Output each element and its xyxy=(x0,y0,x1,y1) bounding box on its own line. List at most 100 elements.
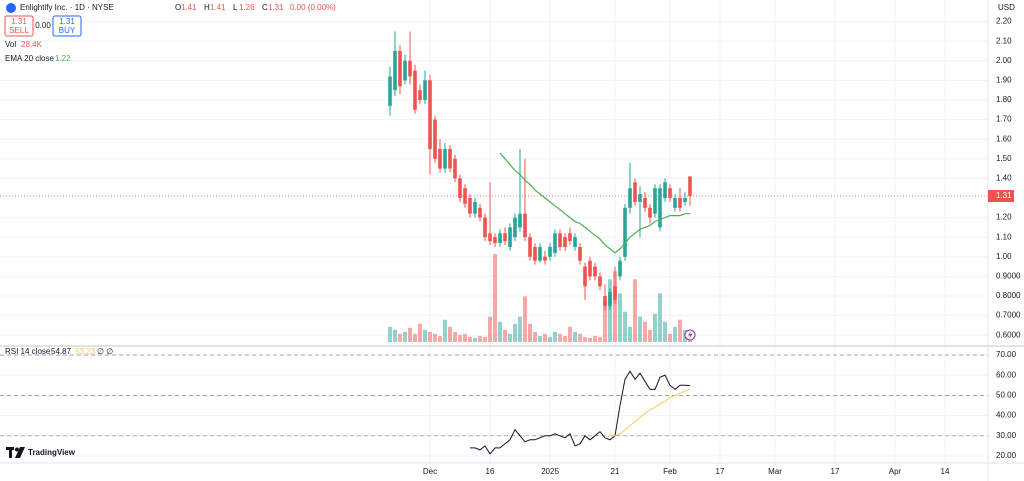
volume-bar xyxy=(548,336,552,342)
x-tick-label: 17 xyxy=(716,467,725,476)
volume-bar xyxy=(438,335,442,342)
brand-logo[interactable]: TradingView xyxy=(6,447,76,458)
volume-bar xyxy=(528,323,532,342)
volume-bar xyxy=(503,329,507,342)
candle-body xyxy=(558,233,562,247)
candle-body xyxy=(623,207,627,257)
volume-bar xyxy=(418,323,422,342)
y-tick-label: 2.20 xyxy=(996,17,1012,26)
volume-bar xyxy=(403,331,407,342)
volume-bar xyxy=(533,331,537,342)
sell-price[interactable]: 1.31 xyxy=(11,17,27,26)
candle-body xyxy=(448,148,452,169)
y-tick-label: 1.50 xyxy=(996,154,1012,163)
candle-body xyxy=(473,201,477,214)
volume-bar xyxy=(613,271,617,342)
y-tick-label: 70.00 xyxy=(996,350,1017,359)
volume-bar xyxy=(458,334,462,342)
volume-bar xyxy=(523,296,527,342)
y-tick-label: 0.7000 xyxy=(996,311,1021,320)
y-tick-label: 30.00 xyxy=(996,431,1017,440)
volume-bar xyxy=(508,333,512,342)
candle-body xyxy=(573,237,577,247)
x-tick-label: Dec xyxy=(423,467,437,476)
volume-bar xyxy=(518,316,522,342)
candle-body xyxy=(678,197,682,208)
rsi-legend: RSI 14 close xyxy=(5,347,51,356)
y-tick-label: 40.00 xyxy=(996,411,1017,420)
symbol-logo[interactable] xyxy=(6,3,16,13)
candle-body xyxy=(478,207,482,218)
x-tick-label: 2025 xyxy=(541,467,559,476)
sell-label[interactable]: SELL xyxy=(9,26,29,35)
ohlc-value: 1.31 xyxy=(268,3,284,12)
y-tick-label: 1.70 xyxy=(996,115,1012,124)
volume-bar xyxy=(423,329,427,342)
volume-bar xyxy=(413,333,417,342)
candle-body xyxy=(568,233,572,242)
y-tick-label: 60.00 xyxy=(996,370,1017,379)
candle-body xyxy=(643,197,647,208)
candle-body xyxy=(548,246,552,257)
ema-line xyxy=(499,152,690,254)
last-price-label: 1.31 xyxy=(996,191,1012,200)
candle-body xyxy=(553,233,557,253)
candle-body xyxy=(683,197,687,202)
rsi-ma-value: 53.23 xyxy=(75,347,96,356)
volume-bar xyxy=(643,321,647,342)
brand-name[interactable]: TradingView xyxy=(28,448,76,457)
rsi-ma-line xyxy=(604,388,691,439)
volume-bar xyxy=(598,336,602,342)
volume-bar xyxy=(463,333,467,342)
candle-body xyxy=(453,158,457,179)
ohlc-prefix: C xyxy=(262,3,268,12)
candle-body xyxy=(613,286,617,300)
candle-body xyxy=(633,182,637,202)
y-tick-label: 2.00 xyxy=(996,56,1012,65)
candle-body xyxy=(518,213,522,228)
y-tick-label: 1.80 xyxy=(996,95,1012,104)
candle-body xyxy=(673,197,677,208)
symbol-title[interactable]: Enlightify Inc. · 1D · NYSE xyxy=(20,3,114,12)
sell-button[interactable] xyxy=(4,15,34,37)
candle-body xyxy=(533,246,537,261)
buy-label[interactable]: BUY xyxy=(59,26,76,35)
events-icon-bolt xyxy=(688,331,693,339)
candle-body xyxy=(618,260,622,277)
ohlc-value: 1.26 xyxy=(239,3,255,12)
candle-body xyxy=(408,60,412,77)
volume-bar xyxy=(488,316,492,342)
volume-bar xyxy=(573,331,577,342)
y-tick-label: 1.20 xyxy=(996,213,1012,222)
buy-price[interactable]: 1.31 xyxy=(59,17,75,26)
currency[interactable]: USD xyxy=(998,3,1015,12)
spread: 0.00 xyxy=(35,21,51,30)
volume-bar xyxy=(583,336,587,342)
volume-bar xyxy=(678,319,682,342)
candle-body xyxy=(503,233,507,242)
candle-body xyxy=(468,197,472,214)
y-tick-label: 1.60 xyxy=(996,134,1012,143)
volume-bar xyxy=(648,329,652,342)
candle-body xyxy=(593,266,597,277)
volume-bar xyxy=(568,326,572,342)
volume-bar xyxy=(588,337,592,342)
candle-body xyxy=(508,227,512,247)
x-tick-label: 16 xyxy=(486,467,495,476)
volume-bar xyxy=(663,321,667,342)
volume-bar xyxy=(628,326,632,342)
volume-bar xyxy=(653,313,657,342)
x-tick-label: 14 xyxy=(941,467,950,476)
buy-button[interactable] xyxy=(52,15,82,37)
ema-value: 1.22 xyxy=(55,54,71,63)
candle-body xyxy=(638,194,642,202)
volume-bar xyxy=(638,316,642,342)
volume-bar xyxy=(623,311,627,342)
volume-bar xyxy=(578,333,582,342)
logo-part xyxy=(15,447,25,458)
volume-bar xyxy=(478,335,482,342)
candle-body xyxy=(498,233,502,244)
last-price-tag xyxy=(988,190,1014,203)
y-tick-label: 20.00 xyxy=(996,451,1017,460)
